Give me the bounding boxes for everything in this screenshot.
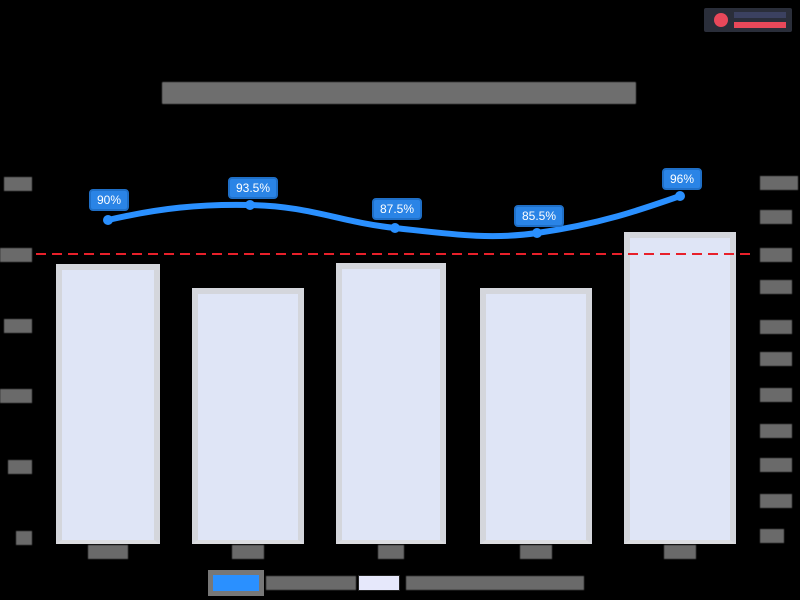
- left-tick-label: [16, 531, 32, 545]
- x-tick-label: [232, 545, 264, 559]
- logo-text-top: [734, 12, 786, 18]
- right-tick-label: [760, 388, 792, 402]
- right-tick-label: [760, 529, 784, 543]
- bar-1: [56, 264, 160, 544]
- data-label: 96%: [662, 168, 703, 190]
- left-tick-label: [0, 389, 32, 403]
- right-tick-label: [760, 320, 792, 334]
- legend-label-bar: [406, 576, 584, 590]
- right-tick-label: [760, 280, 792, 294]
- right-tick-label: [760, 176, 798, 190]
- x-tick-label: [664, 545, 696, 559]
- point-marker: [245, 200, 255, 210]
- x-tick-label: [520, 545, 552, 559]
- x-tick-label: [88, 545, 128, 559]
- legend-swatch-line: [208, 570, 264, 596]
- data-label: 87.5%: [372, 198, 423, 220]
- legend-swatch-bar: [358, 575, 400, 591]
- legend: [208, 570, 584, 596]
- logo-mark-icon: [714, 13, 728, 27]
- point-marker: [675, 191, 685, 201]
- right-tick-label: [760, 248, 792, 262]
- point-marker: [390, 223, 400, 233]
- chart-title: [162, 82, 636, 104]
- legend-label-line: [266, 576, 356, 590]
- right-tick-label: [760, 458, 792, 472]
- logo-text-bottom: [734, 22, 786, 28]
- left-tick-label: [0, 248, 32, 262]
- right-tick-label: [760, 210, 792, 224]
- data-label: 85.5%: [514, 205, 565, 227]
- left-tick-label: [4, 319, 32, 333]
- data-label: 93.5%: [228, 177, 279, 199]
- bar-2: [192, 288, 304, 544]
- left-tick-label: [8, 460, 32, 474]
- brand-logo: [704, 8, 792, 32]
- right-tick-label: [760, 494, 792, 508]
- point-marker: [532, 228, 542, 238]
- left-tick-label: [4, 177, 32, 191]
- data-label: 90%: [89, 189, 130, 211]
- x-tick-label: [378, 545, 404, 559]
- right-tick-label: [760, 352, 792, 366]
- bar-5: [624, 232, 736, 544]
- right-tick-label: [760, 424, 792, 438]
- point-marker: [103, 215, 113, 225]
- bar-4: [480, 288, 592, 544]
- bar-3: [336, 263, 446, 544]
